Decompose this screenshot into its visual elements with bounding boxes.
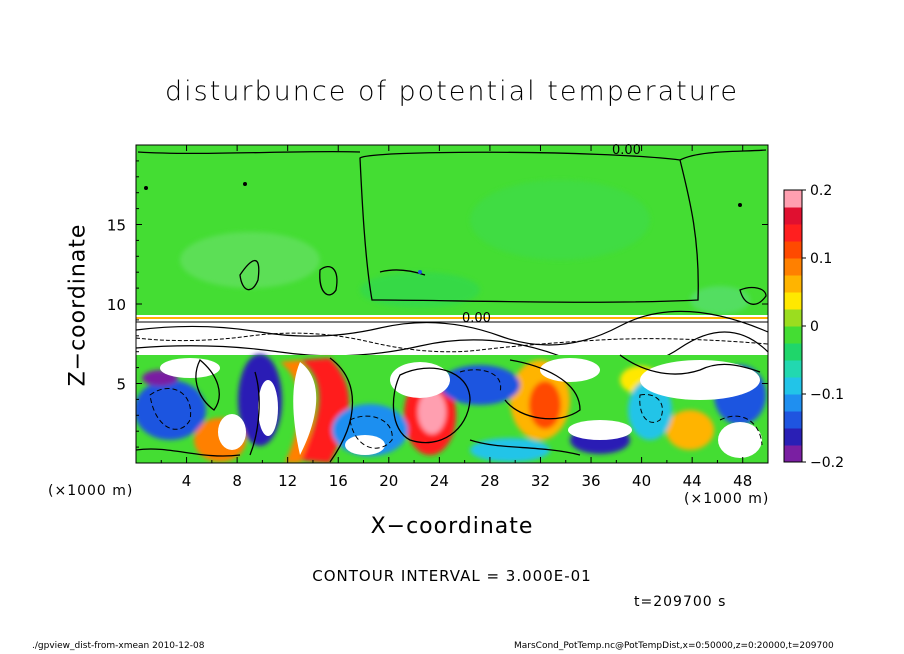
colorbar-swatch (784, 360, 802, 378)
x-tick-label: 28 (480, 472, 499, 490)
colorbar-swatch (784, 445, 802, 463)
negative-anomaly-cyan (470, 438, 550, 462)
y-axis: 5 10 15 (107, 160, 768, 448)
white-region (718, 422, 762, 458)
x-tick-label: 24 (430, 472, 449, 490)
white-region (258, 380, 278, 436)
contour-line (329, 357, 354, 463)
colorbar-swatch (784, 326, 802, 344)
colorbar-swatch (784, 394, 802, 412)
contour-line (504, 359, 581, 420)
white-region (160, 358, 220, 378)
x-tick-label: 36 (581, 472, 600, 490)
positive-anomaly-red (529, 381, 561, 429)
x-tick-label: 12 (278, 472, 297, 490)
y-axis-label: Z−coordinate (65, 223, 91, 387)
colorbar-swatch (784, 275, 802, 293)
negative-contour-line (459, 369, 502, 393)
contour-label: 0.00 (612, 143, 641, 158)
white-region (640, 360, 760, 400)
colorbar-swatch (784, 377, 802, 395)
x-tick-label: 32 (531, 472, 550, 490)
colorbar: 0.2 0.1 0 −0.1 −0.2 (783, 183, 844, 471)
colorbar-swatch (784, 190, 802, 208)
negative-anomaly-blue (136, 380, 206, 440)
footer-script-info: ./gpview_dist-from-xmean 2010-12-08 (32, 641, 205, 651)
white-region (218, 414, 246, 450)
positive-anomaly-pink (418, 390, 446, 434)
contour-line (195, 358, 220, 411)
transition-contour (136, 331, 768, 368)
colorbar-tick-label: −0.2 (810, 455, 844, 471)
contour-line (319, 266, 338, 296)
contour-line (392, 367, 471, 444)
x-tick-label: 16 (329, 472, 348, 490)
contour-line (679, 149, 767, 161)
colorbar-swatch (784, 207, 802, 225)
x-unit-label-right: (×1000 m) (684, 491, 770, 507)
contour-interval-text: CONTOUR INTERVAL = 3.000E-01 (312, 567, 592, 585)
x-axis: 4 8 12 16 20 24 28 32 36 40 44 48 (160, 145, 752, 490)
contour-line (469, 439, 581, 456)
colorbar-tick-label: 0.2 (810, 183, 832, 199)
y-tick-label: 10 (107, 296, 126, 314)
colorbar-swatch (784, 309, 802, 327)
negative-contour-line (639, 393, 663, 423)
contour-line (137, 150, 361, 155)
x-tick-label: 20 (379, 472, 398, 490)
x-tick-label: 8 (232, 472, 242, 490)
contour-line (739, 286, 767, 305)
white-region (345, 435, 385, 455)
upper-layer-patch (360, 272, 480, 308)
negative-anomaly-blue (440, 365, 520, 405)
contour-line (136, 448, 241, 457)
y-tick-label: 15 (107, 217, 126, 235)
x-tick-label: 44 (683, 472, 702, 490)
negative-contour-line (149, 387, 192, 430)
colorbar-swatch (784, 428, 802, 446)
contour-line (379, 269, 426, 276)
colorbar-swatch (784, 258, 802, 276)
colorbar-swatch (784, 241, 802, 259)
upper-layer-patch (180, 232, 320, 288)
white-region (540, 358, 600, 382)
colorbar-swatch (784, 292, 802, 310)
footer-data-info: MarsCond_PotTemp.nc@PotTempDist,x=0:5000… (514, 641, 834, 651)
x-tick-label: 48 (733, 472, 752, 490)
transition-band (136, 315, 768, 355)
contour-dot (418, 270, 422, 274)
x-axis-label: X−coordinate (370, 514, 534, 539)
white-region (293, 362, 317, 455)
contour-dot (738, 203, 742, 207)
colorbar-tick-label: 0 (810, 319, 819, 335)
negative-contour-line (719, 415, 763, 446)
chart-title: disturbunce of potential temperature (165, 76, 739, 107)
x-unit-label-left: (×1000 m) (48, 483, 134, 499)
x-tick-label: 4 (182, 472, 192, 490)
contour-line (239, 259, 260, 291)
y-tick-label: 5 (116, 376, 126, 394)
upper-layer-patch (470, 180, 650, 260)
colorbar-swatch (784, 411, 802, 429)
x-tick-label: 40 (632, 472, 651, 490)
contour-line (249, 371, 260, 456)
upper-layer-patch (690, 286, 750, 314)
transition-contour (136, 310, 768, 346)
contour-line (359, 151, 699, 303)
colorbar-swatch (784, 343, 802, 361)
colorbar-tick-label: 0.1 (810, 251, 832, 267)
positive-anomaly-orange (666, 410, 714, 450)
white-region (390, 362, 450, 398)
contour-line (619, 354, 761, 375)
time-label: t=209700 s (634, 594, 727, 610)
white-region (568, 420, 632, 440)
contour-label: 0.00 (462, 311, 491, 326)
contour-dot (144, 186, 148, 190)
negative-contour-line (349, 415, 393, 449)
colorbar-tick-label: −0.1 (810, 387, 844, 403)
colorbar-swatch (784, 224, 802, 242)
contour-dot (243, 182, 247, 186)
